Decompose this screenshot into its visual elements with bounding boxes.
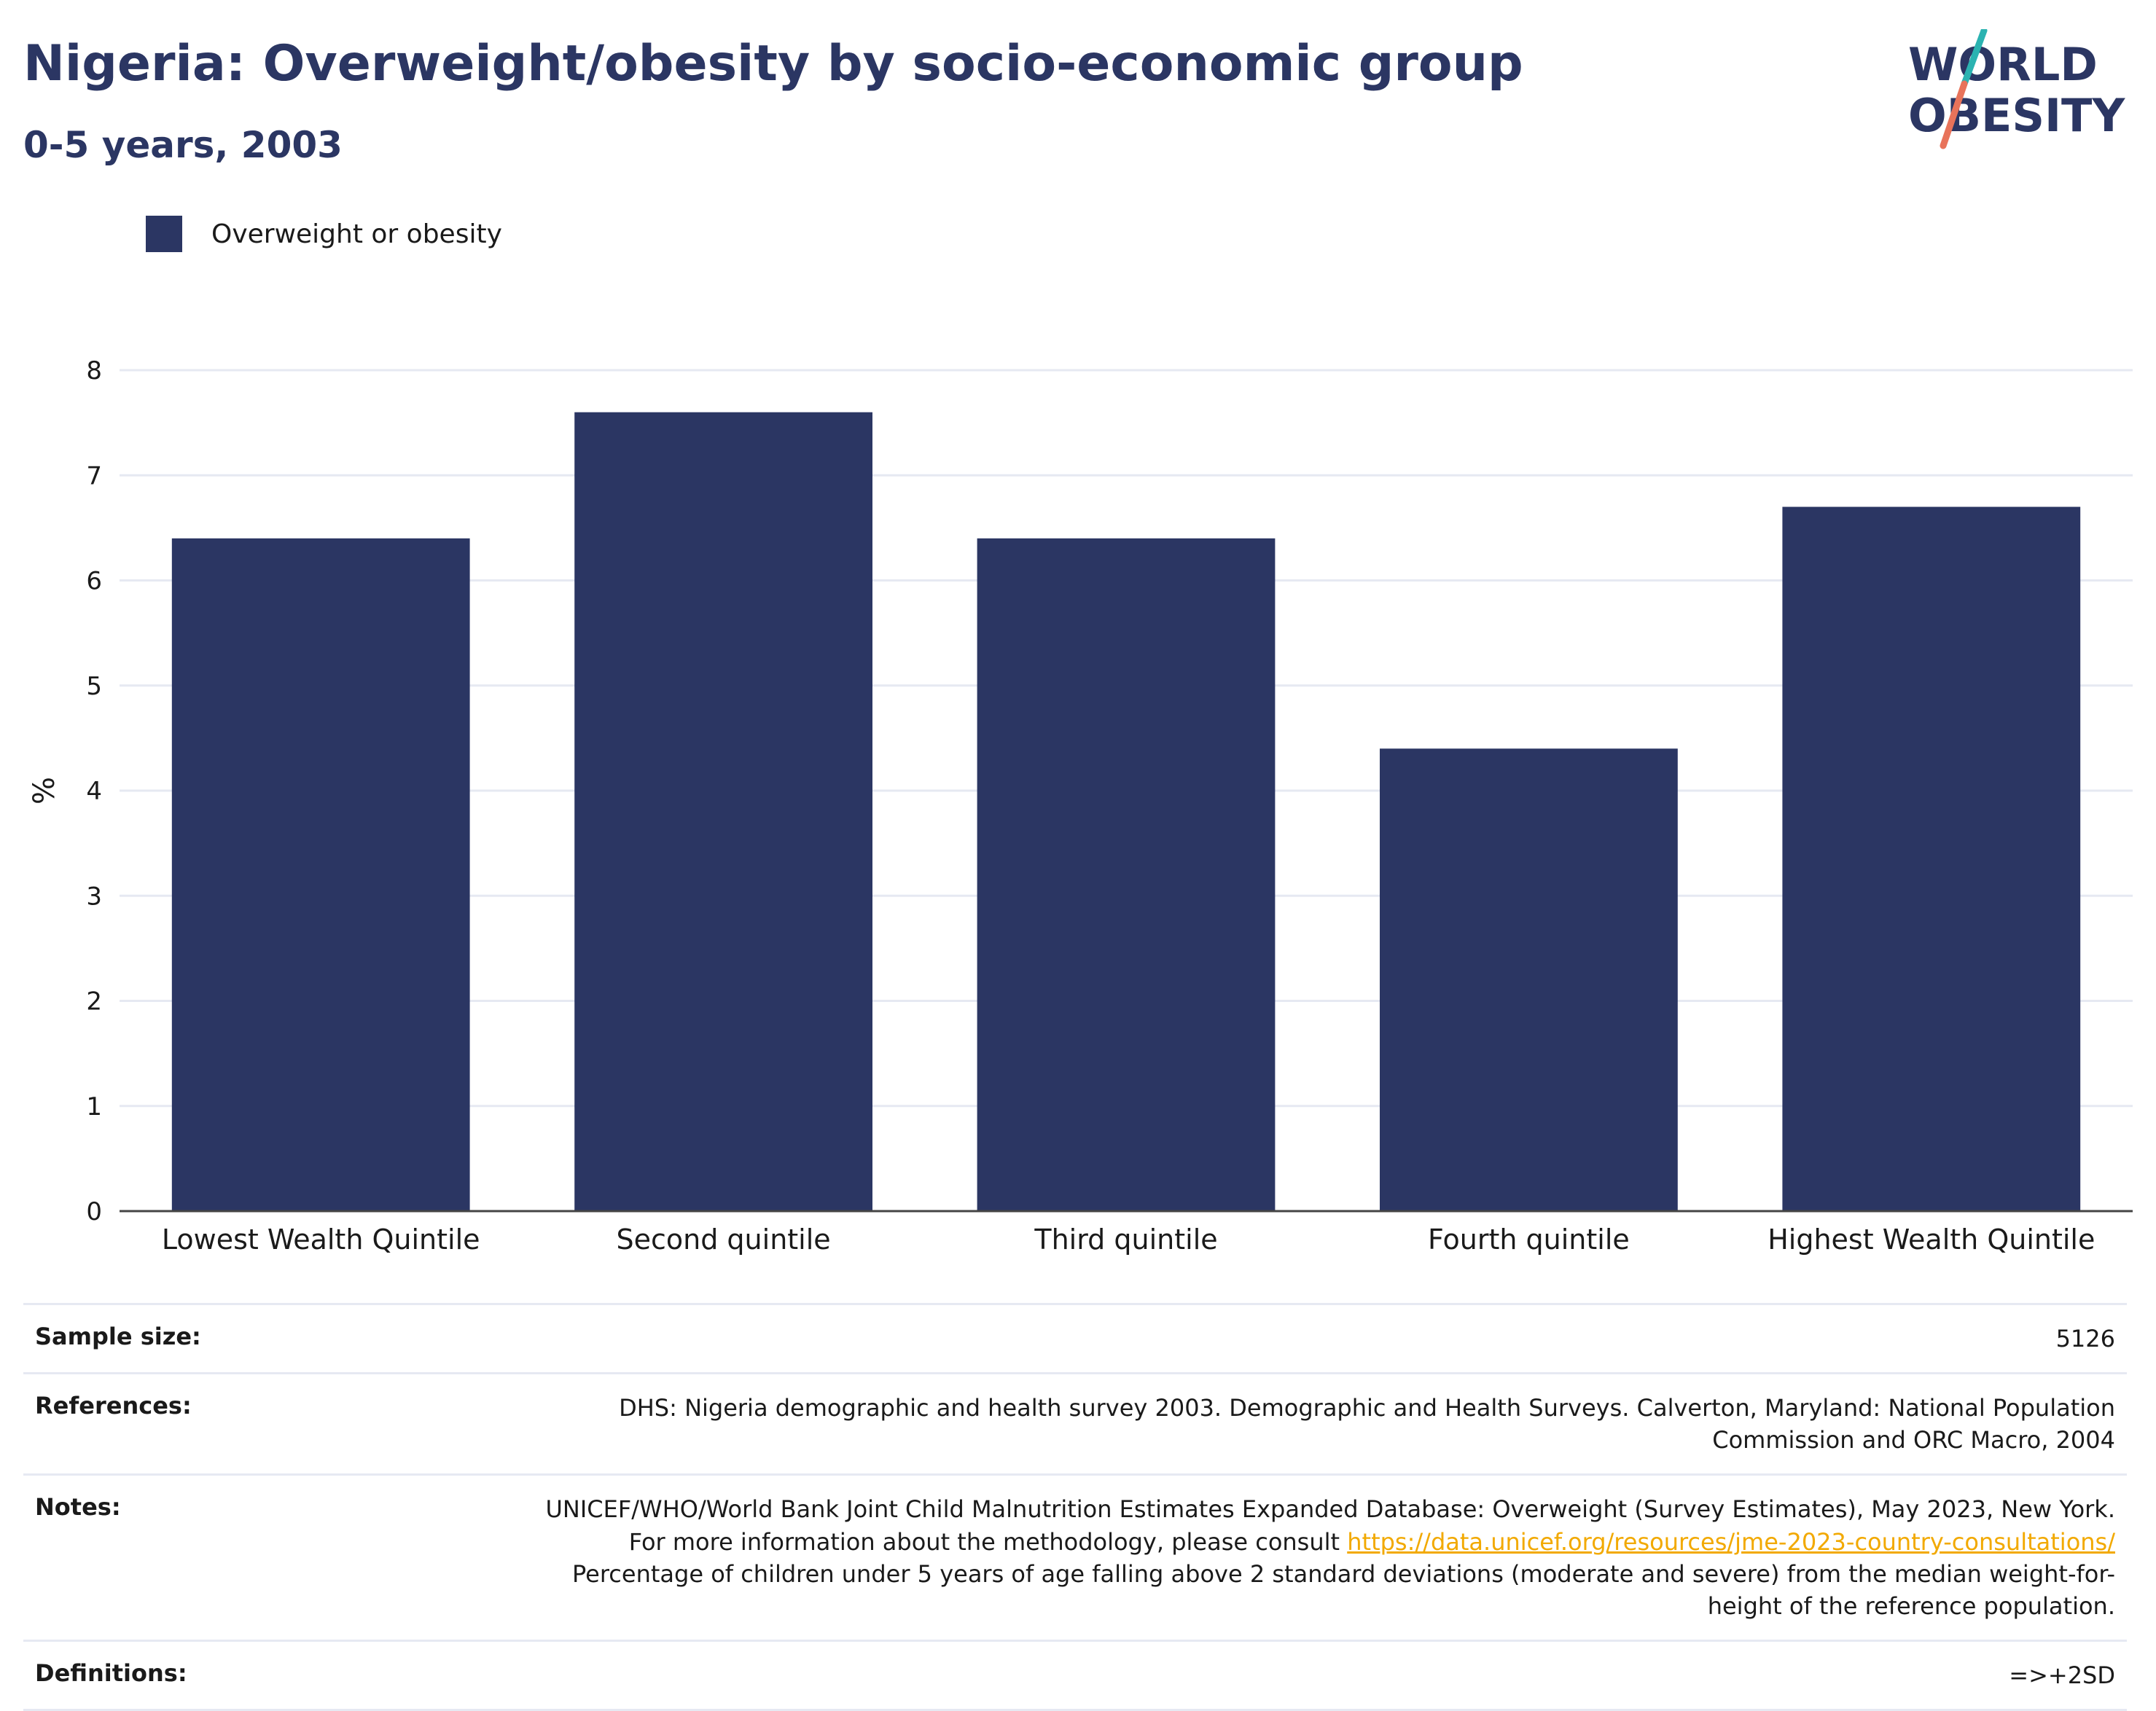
x-tick-label: Highest Wealth Quintile: [1768, 1223, 2095, 1256]
references-row: References: DHS: Nigeria demographic and…: [23, 1372, 2127, 1473]
notes-value: UNICEF/WHO/World Bank Joint Child Malnut…: [526, 1493, 2116, 1622]
notes-text-1: UNICEF/WHO/World Bank Joint Child Malnut…: [545, 1495, 2116, 1556]
bar: [574, 412, 872, 1212]
bar: [1782, 506, 2081, 1211]
references-label: References:: [35, 1392, 192, 1420]
bar: [977, 538, 1276, 1211]
x-tick-label: Second quintile: [617, 1223, 831, 1256]
sample-size-row: Sample size: 5126: [23, 1303, 2127, 1372]
bars: [171, 412, 2081, 1212]
y-tick-label: 0: [86, 1197, 102, 1226]
world-obesity-logo: WORLD OBESITY: [1908, 29, 2125, 149]
y-tick-label: 5: [86, 672, 102, 701]
notes-link[interactable]: https://data.unicef.org/resources/jme-20…: [1347, 1527, 2115, 1556]
chart-title: Nigeria: Overweight/obesity by socio-eco…: [23, 35, 1523, 93]
y-tick-label: 6: [86, 567, 102, 596]
y-tick-label: 8: [86, 356, 102, 385]
bar-chart: 0 1 2 3 4 5 6 7 8 Lowest Wealth Quintile Second qu…: [28, 356, 2133, 1256]
legend-swatch: [146, 216, 182, 252]
sample-size-label: Sample size:: [35, 1323, 201, 1350]
y-tick-label: 7: [86, 461, 102, 490]
x-tick-label: Lowest Wealth Quintile: [162, 1223, 480, 1256]
notes-text-2: Percentage of children under 5 years of …: [572, 1559, 2115, 1620]
y-tick-label: 2: [86, 987, 102, 1017]
logo-line1: WORLD: [1908, 38, 2098, 91]
logo-slash-coral: [1940, 80, 1968, 149]
x-tick-label: Third quintile: [1034, 1223, 1217, 1256]
definitions-value: =>+2SD: [2009, 1661, 2115, 1690]
y-tick-label: 4: [86, 777, 102, 806]
definitions-row: Definitions: =>+2SD: [23, 1640, 2127, 1711]
sample-size-value: 5126: [2055, 1325, 2115, 1352]
y-tick-label: 1: [86, 1092, 102, 1121]
definitions-label: Definitions:: [35, 1659, 187, 1688]
notes-label: Notes:: [35, 1493, 121, 1522]
legend: Overweight or obesity: [146, 216, 502, 252]
x-tick-label: Fourth quintile: [1428, 1223, 1630, 1256]
chart-subtitle: 0-5 years, 2003: [23, 124, 343, 166]
notes-row: Notes: UNICEF/WHO/World Bank Joint Child…: [23, 1473, 2127, 1640]
axes: 0 1 2 3 4 5 6 7 8 Lowest Wealth Quintile Second qu…: [28, 356, 2133, 1256]
references-value: DHS: Nigeria demographic and health surv…: [619, 1394, 2115, 1454]
logo-slash-teal: [1961, 29, 1988, 87]
logo-line2: OBESITY: [1908, 89, 2125, 142]
bar: [171, 538, 470, 1211]
legend-label: Overweight or obesity: [211, 219, 502, 249]
y-tick-label: 3: [86, 882, 102, 911]
info-table: Sample size: 5126 References: DHS: Niger…: [23, 1303, 2127, 1711]
y-axis-label: %: [28, 777, 61, 804]
bar: [1380, 748, 1678, 1211]
